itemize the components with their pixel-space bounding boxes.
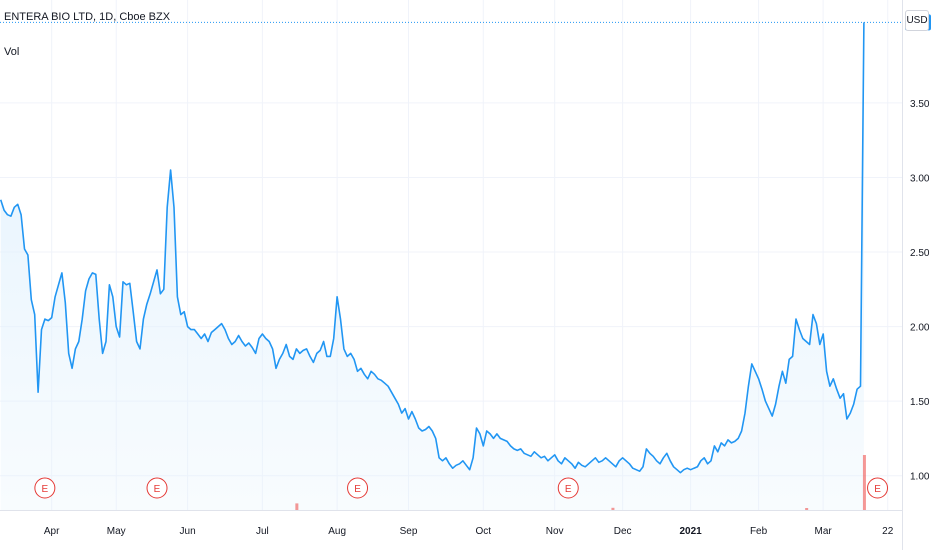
x-tick-label: Apr bbox=[44, 526, 60, 537]
volume-bar bbox=[611, 507, 615, 510]
volume-legend: Vol bbox=[4, 46, 20, 58]
earnings-marker-label: E bbox=[154, 484, 161, 495]
earnings-marker bbox=[146, 477, 168, 499]
x-tick-label: 22 bbox=[882, 526, 894, 537]
earnings-marker-label: E bbox=[874, 484, 881, 495]
x-tick-label: May bbox=[107, 526, 126, 537]
earnings-marker bbox=[867, 477, 889, 499]
y-tick-label: 3.50 bbox=[910, 99, 930, 110]
earnings-marker-label: E bbox=[565, 484, 572, 495]
x-tick-label: Feb bbox=[750, 526, 768, 537]
y-tick-label: 2.50 bbox=[910, 248, 930, 259]
volume-bar bbox=[295, 503, 299, 510]
x-tick-label: Oct bbox=[476, 526, 492, 537]
x-tick-label: 2021 bbox=[679, 526, 702, 537]
x-tick-label: Aug bbox=[328, 526, 346, 537]
symbol-legend: ENTERA BIO LTD, 1D, Cboe BZX bbox=[4, 11, 171, 23]
x-tick-label: Mar bbox=[815, 526, 833, 537]
volume-bar bbox=[862, 455, 866, 510]
earnings-marker-label: E bbox=[42, 484, 49, 495]
price-area bbox=[0, 22, 864, 511]
y-tick-label: 2.00 bbox=[910, 323, 930, 334]
currency-button[interactable]: USD bbox=[905, 10, 929, 31]
earnings-marker-label: E bbox=[354, 484, 361, 495]
x-tick-label: Sep bbox=[400, 526, 418, 537]
x-tick-label: Dec bbox=[614, 526, 632, 537]
x-tick-label: Nov bbox=[546, 526, 564, 537]
earnings-marker bbox=[557, 477, 579, 499]
y-tick-label: 1.50 bbox=[910, 397, 930, 408]
y-tick-label: 3.00 bbox=[910, 173, 930, 184]
x-tick-label: Jun bbox=[180, 526, 196, 537]
x-tick-label: Jul bbox=[256, 526, 269, 537]
volume-bar bbox=[805, 508, 809, 510]
earnings-marker bbox=[34, 477, 56, 499]
earnings-marker bbox=[347, 477, 369, 499]
price-line bbox=[0, 22, 865, 474]
y-tick-label: 1.00 bbox=[910, 472, 930, 483]
